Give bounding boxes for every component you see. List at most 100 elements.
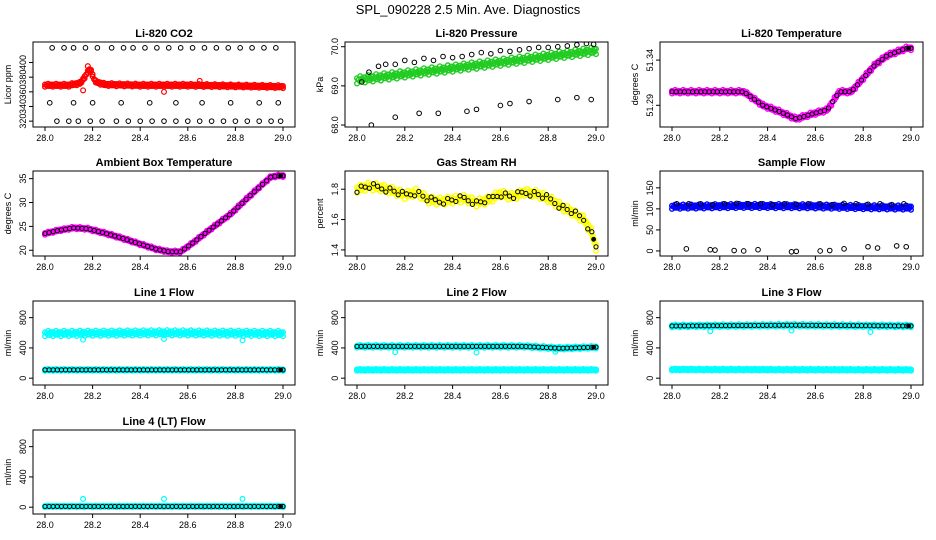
data-point xyxy=(854,82,861,88)
data-point xyxy=(255,185,261,191)
x-tick-label: 28.0 xyxy=(348,133,366,143)
x-tick-label: 28.0 xyxy=(663,133,681,143)
data-point xyxy=(142,45,148,51)
data-point xyxy=(280,329,287,336)
data-point xyxy=(249,45,255,51)
x-tick-label: 28.0 xyxy=(663,262,681,272)
data-point xyxy=(552,200,558,207)
y-tick-label: 400 xyxy=(18,340,28,355)
data-point xyxy=(432,197,438,203)
x-tick-label: 28.8 xyxy=(854,133,872,143)
y-axis-label: degrees C xyxy=(630,63,640,105)
x-tick-label: 28.4 xyxy=(131,262,149,272)
data-point xyxy=(556,205,562,211)
plot-area xyxy=(669,200,915,255)
data-point xyxy=(453,198,459,205)
plot-area xyxy=(42,171,287,256)
data-point xyxy=(593,45,600,52)
data-point xyxy=(84,63,91,70)
data-point xyxy=(507,48,513,55)
x-tick-label: 28.0 xyxy=(36,391,54,401)
data-point xyxy=(572,208,578,214)
data-point xyxy=(593,241,600,248)
data-point xyxy=(383,189,389,195)
data-point xyxy=(232,118,239,124)
x-tick-label: 29.0 xyxy=(587,391,605,401)
data-point xyxy=(883,53,889,59)
data-point xyxy=(375,183,381,189)
data-point xyxy=(261,45,267,51)
data-point xyxy=(190,240,196,246)
chart-title: Li-820 Pressure xyxy=(436,28,518,40)
data-point xyxy=(222,215,229,221)
data-point xyxy=(161,335,168,342)
data-point xyxy=(526,45,532,52)
data-point xyxy=(402,57,408,64)
data-point xyxy=(739,89,745,95)
x-tick-label: 28.6 xyxy=(807,133,825,143)
data-point xyxy=(817,248,823,254)
chart-title: Sample Flow xyxy=(758,157,826,169)
y-tick-label: 35 xyxy=(18,174,28,184)
data-point xyxy=(366,185,372,191)
data-point xyxy=(846,89,852,95)
data-point xyxy=(826,247,833,254)
plot-area xyxy=(669,43,915,123)
data-point xyxy=(395,192,401,198)
data-point xyxy=(113,118,120,124)
data-point xyxy=(392,114,399,121)
x-tick-label: 28.4 xyxy=(444,262,462,272)
x-tick-label: 28.4 xyxy=(444,133,462,143)
y-tick-label: 68.0 xyxy=(330,116,340,134)
y-tick-label: 100 xyxy=(645,201,655,216)
data-point xyxy=(531,188,537,195)
data-point xyxy=(130,45,136,51)
y-tick-label: 800 xyxy=(645,310,655,325)
data-point xyxy=(497,102,504,109)
chart-title: Li-820 CO2 xyxy=(135,28,192,40)
data-point xyxy=(368,122,375,127)
data-point xyxy=(213,45,220,51)
data-point xyxy=(805,201,812,207)
x-tick-label: 28.2 xyxy=(711,133,729,143)
data-point xyxy=(75,118,82,124)
data-point xyxy=(841,200,847,207)
data-point xyxy=(574,94,580,101)
data-point xyxy=(278,367,284,373)
data-point xyxy=(788,327,795,334)
data-point xyxy=(173,100,179,106)
data-point xyxy=(473,106,480,113)
data-point xyxy=(196,77,203,84)
y-axis-label: percent xyxy=(315,198,325,229)
data-point xyxy=(821,107,828,114)
y-axis-label: Licor ppm xyxy=(3,65,13,105)
data-point xyxy=(465,198,471,204)
plot-frame xyxy=(344,300,609,386)
data-point xyxy=(161,118,167,124)
x-tick-label: 29.0 xyxy=(274,262,292,272)
x-tick-label: 28.2 xyxy=(711,262,729,272)
data-point xyxy=(181,246,188,252)
data-point xyxy=(256,118,263,124)
x-tick-label: 28.8 xyxy=(227,391,245,401)
x-tick-label: 29.0 xyxy=(274,391,292,401)
chart-title: Gas Stream RH xyxy=(436,157,516,169)
x-tick-label: 28.4 xyxy=(131,520,149,530)
x-tick-label: 28.0 xyxy=(348,262,366,272)
data-point xyxy=(568,210,574,217)
data-point xyxy=(137,118,143,124)
data-point xyxy=(874,245,881,251)
data-point xyxy=(908,203,915,210)
y-axis-label: ml/min xyxy=(315,330,325,357)
data-point xyxy=(161,495,168,502)
x-tick-label: 28.8 xyxy=(854,262,872,272)
x-tick-label: 28.6 xyxy=(807,391,825,401)
data-point xyxy=(853,201,859,207)
x-tick-label: 28.4 xyxy=(131,391,149,401)
data-point xyxy=(243,196,249,202)
